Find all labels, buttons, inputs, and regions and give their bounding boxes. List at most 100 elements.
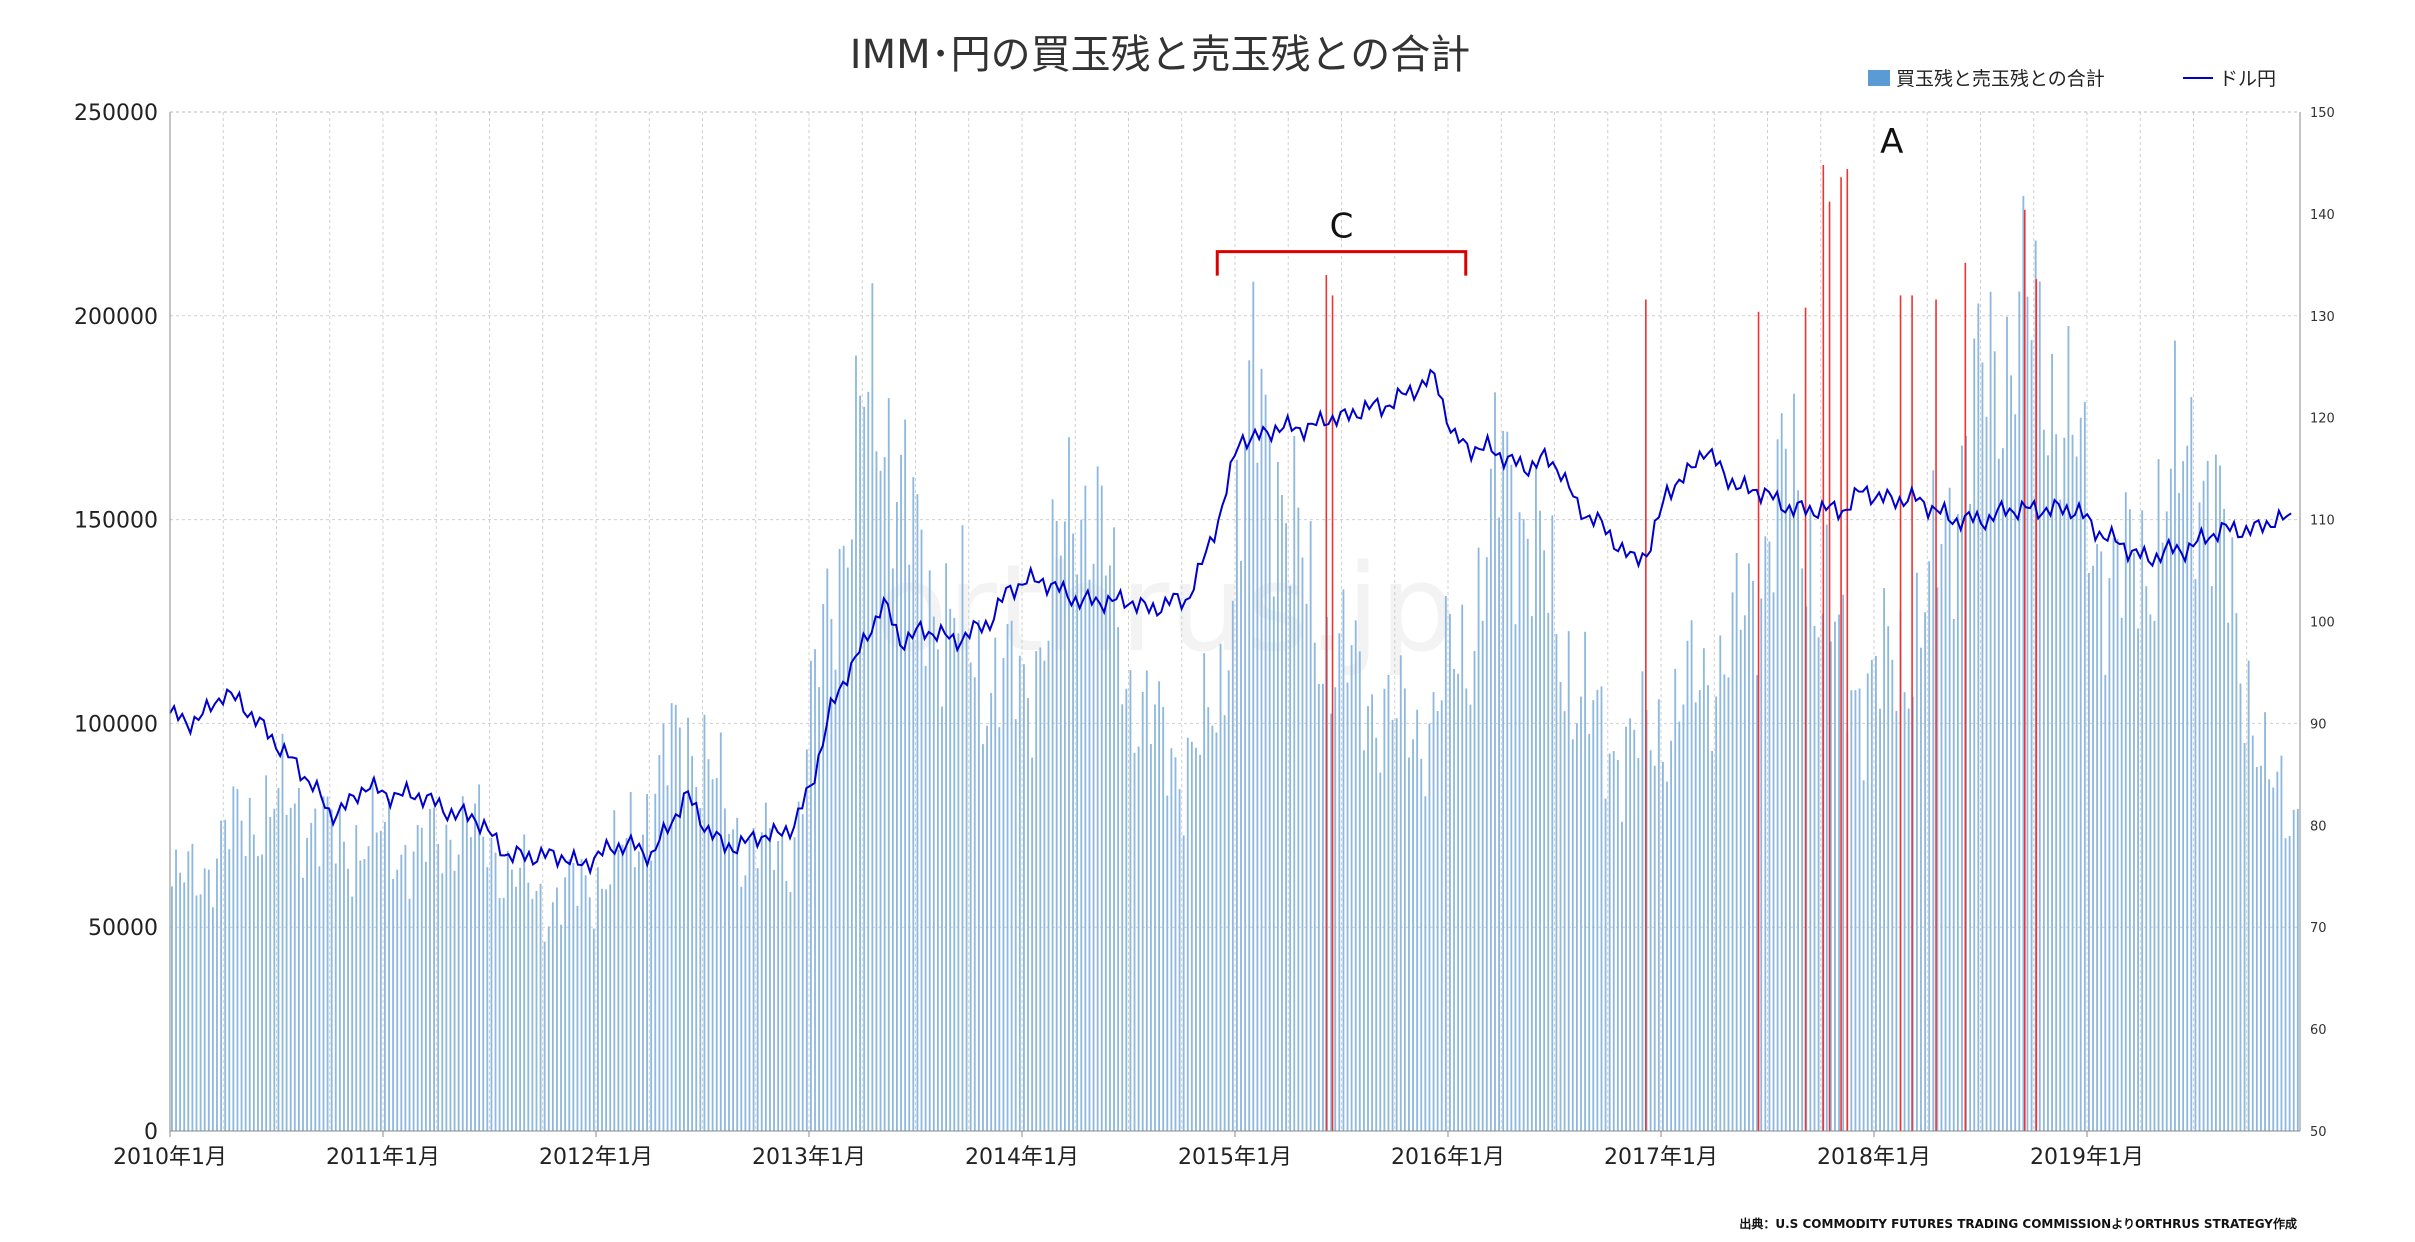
bar: [1051, 499, 1054, 1131]
bar: [1059, 555, 1062, 1131]
bar: [642, 834, 644, 1131]
bar: [748, 838, 751, 1131]
bar: [1948, 487, 1951, 1131]
bar: [621, 844, 624, 1131]
bar: [191, 843, 194, 1131]
bar: [535, 890, 538, 1131]
bar: [1678, 721, 1681, 1131]
bar: [1367, 706, 1369, 1131]
highlight-bar: [1964, 262, 1967, 1131]
bar: [1362, 750, 1365, 1131]
bar: [1199, 754, 1201, 1131]
bar: [478, 784, 481, 1131]
bar: [2178, 493, 2180, 1131]
bar: [302, 877, 304, 1131]
bar: [486, 867, 489, 1131]
bar: [1739, 629, 1742, 1131]
bar: [592, 928, 595, 1131]
bar: [347, 868, 349, 1131]
highlight-bar: [1757, 311, 1760, 1132]
bar: [908, 564, 911, 1131]
bar: [1825, 524, 1828, 1131]
bar: [1072, 533, 1074, 1131]
bar: [1883, 588, 1886, 1131]
bar: [1190, 741, 1193, 1131]
bar: [1379, 772, 1382, 1131]
bar: [1133, 752, 1136, 1131]
bar: [1764, 536, 1767, 1131]
highlight-bar: [1331, 295, 1334, 1131]
bar: [875, 451, 878, 1131]
bar: [609, 884, 612, 1131]
bar: [224, 819, 227, 1131]
bar: [1109, 565, 1111, 1131]
bar: [1547, 612, 1550, 1131]
bar: [695, 786, 698, 1131]
highlight-bar: [1899, 295, 1902, 1131]
bar: [580, 859, 583, 1131]
bar: [2247, 660, 2250, 1131]
bar: [510, 869, 513, 1131]
bar: [441, 873, 444, 1131]
bar: [564, 877, 567, 1131]
bar: [625, 838, 628, 1131]
bar: [379, 830, 382, 1131]
right-tick-label: 90: [2310, 717, 2327, 732]
bar: [1694, 702, 1697, 1131]
bar: [523, 834, 526, 1131]
bar: [1641, 671, 1644, 1131]
bar: [769, 828, 771, 1131]
bar: [2026, 296, 2029, 1131]
bar: [1723, 674, 1726, 1131]
bar: [1809, 510, 1812, 1132]
bar: [1743, 615, 1746, 1131]
bar: [2227, 622, 2230, 1131]
bar: [1985, 416, 1988, 1132]
bar: [179, 872, 182, 1131]
bar: [490, 837, 493, 1131]
bar: [424, 861, 427, 1131]
bar: [830, 618, 833, 1131]
right-tick-label: 60: [2310, 1023, 2327, 1038]
bar: [1399, 655, 1402, 1131]
bar: [2165, 511, 2168, 1131]
bar: [805, 749, 808, 1131]
bar: [703, 714, 706, 1131]
bar: [199, 894, 202, 1131]
right-tick-label: 140: [2310, 208, 2335, 223]
bar: [2268, 779, 2271, 1131]
bar: [2071, 434, 2074, 1131]
bar: [2239, 683, 2242, 1131]
bar: [2030, 340, 2033, 1131]
bar: [2157, 459, 2160, 1131]
bar: [1604, 798, 1607, 1131]
highlight-bar: [1935, 299, 1937, 1131]
bar: [822, 604, 825, 1131]
bar: [781, 835, 784, 1131]
bar: [1481, 620, 1484, 1131]
bar: [527, 882, 530, 1131]
bar: [2010, 375, 2013, 1131]
bar: [920, 529, 923, 1131]
bar: [1227, 670, 1230, 1131]
bar: [1600, 686, 1603, 1131]
bar: [1416, 709, 1419, 1131]
bar: [719, 732, 722, 1131]
bar: [1473, 651, 1476, 1131]
bar: [1063, 521, 1066, 1131]
bar: [334, 863, 337, 1131]
right-tick-label: 70: [2310, 921, 2327, 936]
bar: [941, 706, 943, 1131]
gridlines: [169, 111, 2301, 1131]
right-tick-label: 130: [2310, 310, 2335, 325]
bar: [2149, 614, 2152, 1131]
bar: [2067, 326, 2070, 1131]
left-tick-label: 50000: [88, 916, 158, 941]
bar: [363, 858, 366, 1131]
bar: [1707, 685, 1709, 1131]
bar: [1915, 572, 1918, 1131]
bar: [936, 649, 939, 1131]
bar: [1444, 596, 1447, 1131]
bar: [1338, 633, 1341, 1131]
bar: [904, 419, 907, 1131]
